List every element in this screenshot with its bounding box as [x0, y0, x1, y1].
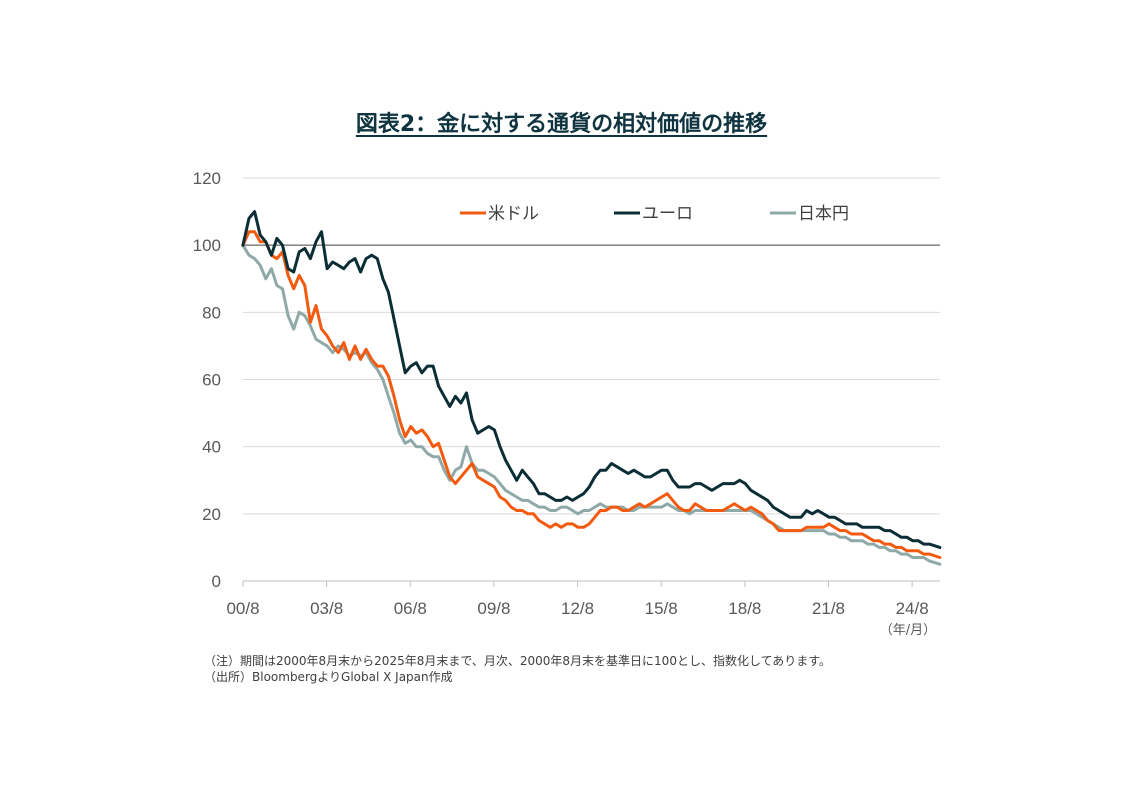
chart-title: 図表2：金に対する通貨の相対価値の推移 — [355, 112, 768, 137]
y-tick-label: 40 — [202, 438, 221, 457]
y-tick-label: 100 — [193, 236, 221, 255]
legend-label: 米ドル — [488, 204, 539, 224]
legend-label: ユーロ — [642, 204, 693, 224]
x-tick-label: 12/8 — [561, 599, 594, 618]
x-tick-label: 06/8 — [394, 599, 427, 618]
x-tick-label: 15/8 — [645, 599, 678, 618]
x-unit-label: （年/月） — [880, 623, 936, 638]
y-tick-label: 120 — [193, 169, 221, 188]
note-line: （注）期間は2000年8月末から2025年8月末まで、月次、2000年8月末を基… — [204, 654, 832, 668]
y-tick-label: 80 — [202, 303, 221, 322]
gridlines — [243, 177, 940, 582]
x-tick-label: 21/8 — [812, 599, 845, 618]
y-tick-label: 60 — [202, 371, 221, 390]
source-line: （出所）BloombergよりGlobal X Japan作成 — [204, 670, 453, 684]
x-tick-label: 00/8 — [226, 599, 259, 618]
series-line-0 — [241, 230, 942, 559]
x-tick-label: 03/8 — [310, 599, 343, 618]
x-tick-label: 24/8 — [896, 599, 929, 618]
footnotes: （注）期間は2000年8月末から2025年8月末まで、月次、2000年8月末を基… — [204, 653, 831, 685]
y-tick-label: 20 — [202, 505, 221, 524]
series-line-1 — [241, 210, 942, 549]
x-axis-ticks: 00/8 03/8 06/8 09/8 12/8 15/8 18/8 21/8 24/8 — [226, 581, 929, 618]
legend: 米ドル ユーロ 日本円 — [460, 204, 849, 224]
y-tick-label: 0 — [212, 572, 221, 591]
series-lines — [241, 210, 942, 566]
x-tick-label: 18/8 — [728, 599, 761, 618]
x-tick-label: 09/8 — [477, 599, 510, 618]
y-axis-ticks: 0 20 40 60 80 100 120 — [193, 169, 221, 591]
legend-label: 日本円 — [798, 204, 849, 224]
